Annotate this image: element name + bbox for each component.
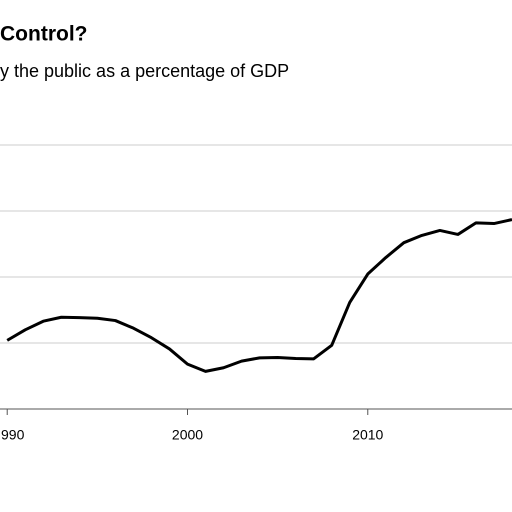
x-tick-label: 2000 [172, 427, 203, 443]
data-line [6, 218, 512, 373]
x-tick-label: 990 [1, 427, 25, 443]
chart-title: Control? [0, 23, 87, 46]
x-tick-label: 2010 [352, 427, 383, 443]
chart-subtitle: y the public as a percentage of GDP [0, 61, 289, 81]
